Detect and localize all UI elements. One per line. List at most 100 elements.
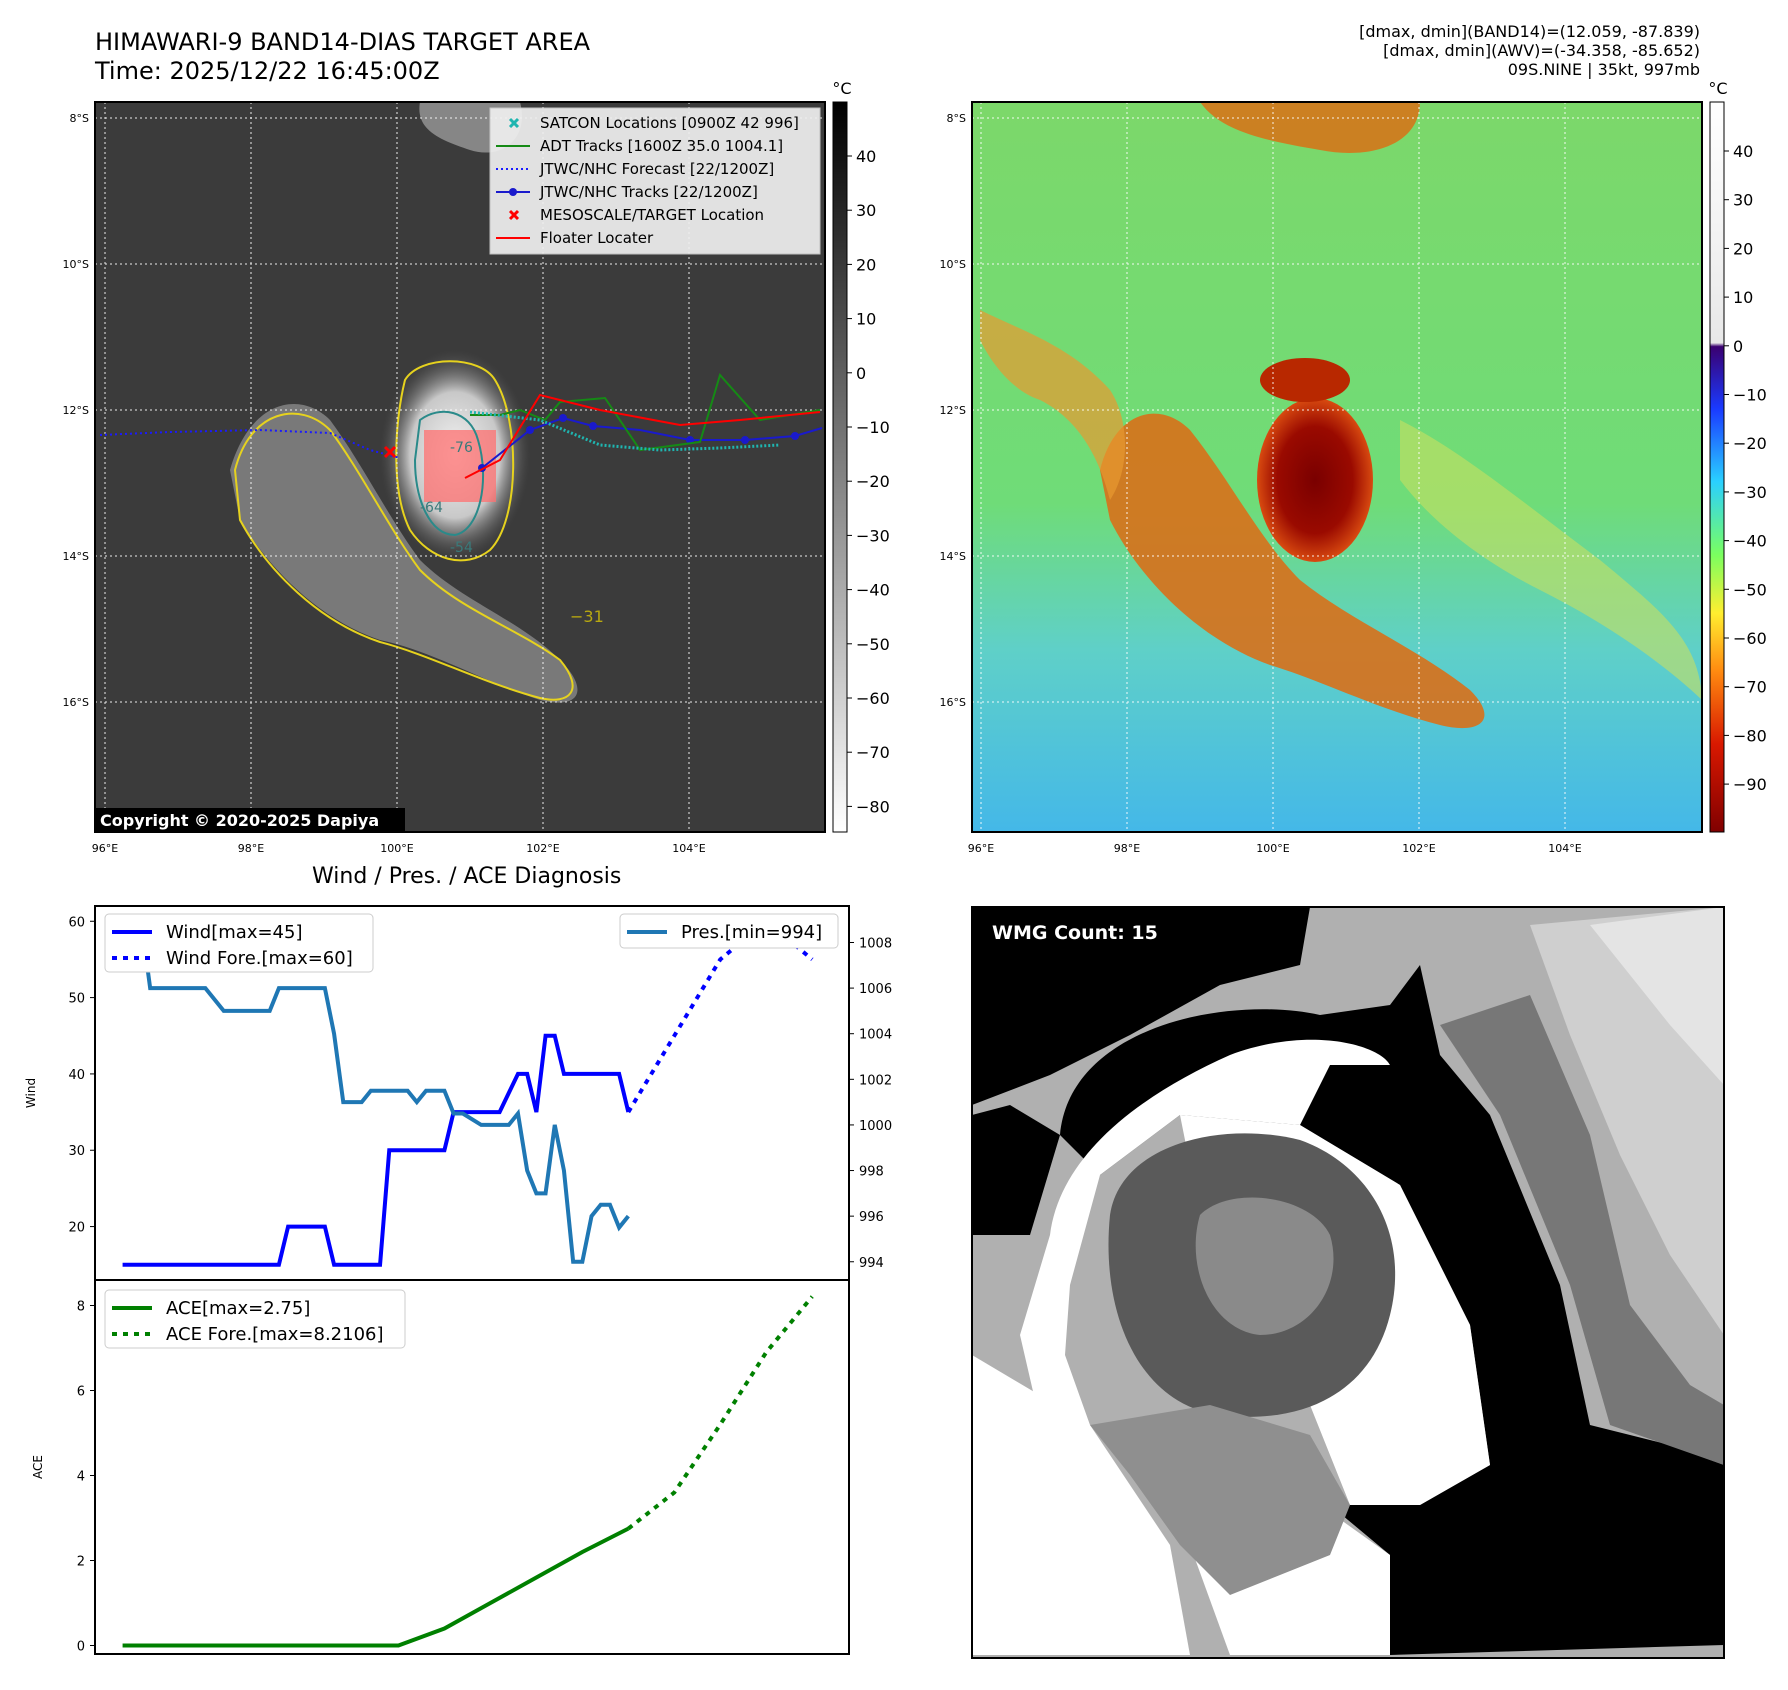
figure-title: HIMAWARI-9 BAND14-DIAS TARGET AREA Time:… (95, 28, 590, 86)
colorbar-tick-label: 10 (1733, 288, 1753, 307)
ir-contour-teal (413, 410, 485, 537)
wmg-white-lower (972, 1355, 1190, 1655)
satcon-points (469, 410, 781, 452)
lat-label: 14°S (940, 550, 966, 563)
lon-label: 104°E (672, 842, 705, 855)
y-tick-label: 4 (77, 1470, 85, 1485)
wmg-white-ring (1020, 1039, 1390, 1465)
lat-labels: 8°S 10°S 12°S 14°S 16°S (63, 112, 89, 709)
colorbar-tick-label: −20 (856, 472, 890, 491)
y-tick-label: 0 (77, 1640, 85, 1655)
lon-label: 98°E (238, 842, 264, 855)
map1-legend: SATCON Locations [0900Z 42 996] ADT Track… (489, 107, 821, 255)
colorbar-tick-label: −80 (856, 797, 890, 816)
colorbar-tick-label: 30 (1733, 191, 1753, 210)
colorbar-tick-label: −30 (1733, 483, 1767, 502)
wmg-panel: WMG Count: 15 (971, 906, 1725, 1659)
legend-label: Pres.[min=994] (681, 922, 822, 943)
y-axis-label: Wind (24, 1078, 38, 1108)
legend-label: Floater Locater (540, 229, 654, 247)
series-line-2 (122, 917, 630, 1264)
y2-tick-label: 996 (859, 1210, 884, 1225)
y-tick-label: 2 (77, 1555, 85, 1570)
colorbar-tick-label: −40 (1733, 532, 1767, 551)
title-line-1: HIMAWARI-9 BAND14-DIAS TARGET AREA (95, 28, 591, 56)
colorbar-tick-label: −90 (1733, 775, 1767, 794)
mesoscale-target-marker (383, 445, 397, 459)
colorbar-tick-label: 10 (856, 310, 876, 329)
series-line-0 (122, 1033, 631, 1267)
lat-label: 12°S (940, 404, 966, 417)
contour-label: -64 (420, 500, 443, 516)
awv-map-panel: 8°S 10°S 12°S 14°S 16°S 96°E 98°E 100°E 102°E 10… (940, 79, 1767, 855)
pressure-legend-box (619, 913, 839, 949)
ir-map-panel: -76 -64 -54 −31 SATCON Locations [0900Z … (63, 79, 890, 855)
wmg-count-label: WMG Count: 15 (992, 922, 1158, 944)
y-tick-label: 8 (77, 1300, 85, 1315)
y2-tick-label: 994 (859, 1256, 884, 1271)
contour-label: −31 (570, 607, 604, 626)
lat-labels: 8°S 10°S 12°S 14°S 16°S (940, 112, 966, 709)
ir-contour-yellow (233, 412, 574, 701)
diagnosis-chart: 605040302010081006100410021000998996994W… (24, 905, 892, 1655)
y-tick-label: 6 (77, 1385, 85, 1400)
lat-label: 16°S (940, 696, 966, 709)
ace-frame (94, 1279, 850, 1655)
lon-label: 98°E (1114, 842, 1140, 855)
jet-colorbar (1709, 101, 1725, 833)
awv-core-top (1260, 358, 1350, 402)
legend-label: ACE[max=2.75] (166, 1298, 310, 1319)
ace-series-line-0 (122, 1526, 630, 1648)
lat-label: 12°S (63, 404, 89, 417)
ace-legend-box (104, 1289, 406, 1349)
meta-line-1: [dmax, dmin](BAND14)=(12.059, -87.839) (1359, 22, 1700, 41)
legend-label: Wind Fore.[max=60] (166, 948, 353, 969)
awv-left-streak (980, 310, 1125, 500)
lat-label: 10°S (63, 258, 89, 271)
wind-legend-box (104, 913, 374, 973)
copyright-text: Copyright © 2020-2025 Dapiya (100, 811, 379, 830)
copyright-box (95, 808, 405, 832)
legend-marker-icon (508, 117, 520, 129)
awv-band (1100, 413, 1485, 729)
series-line-1 (626, 918, 814, 1114)
colorbar-tick-label: −20 (1733, 434, 1767, 453)
meta-line-2: [dmax, dmin](AWV)=(-34.358, -85.652) (1383, 41, 1700, 60)
colorbar-tick-label: 40 (1733, 142, 1753, 161)
colorbar-tick-label: 0 (1733, 337, 1743, 356)
jtwc-best-track (481, 416, 823, 469)
colorbar-unit: °C (832, 79, 851, 98)
legend-label: SATCON Locations [0900Z 42 996] (540, 114, 799, 132)
lon-labels: 96°E 98°E 100°E 102°E 104°E (92, 842, 706, 855)
colorbar-tick-label: 30 (856, 201, 876, 220)
lon-label: 96°E (968, 842, 994, 855)
lon-label: 102°E (526, 842, 559, 855)
meta-info: [dmax, dmin](BAND14)=(12.059, -87.839) [… (1359, 22, 1700, 79)
y2-tick-label: 1002 (859, 1073, 892, 1088)
colorbar-tick-label: −60 (1733, 629, 1767, 648)
colorbar-tick-label: 40 (856, 147, 876, 166)
lon-label: 104°E (1548, 842, 1581, 855)
colorbar-ticks: 40 30 20 10 0 −10 −20 −30 −40 −50 −60 −70 −80 (847, 147, 890, 816)
awv-core (1257, 398, 1373, 562)
diagnosis-title: Wind / Pres. / ACE Diagnosis (312, 864, 622, 889)
colorbar-tick-label: −10 (1733, 386, 1767, 405)
adt-track (470, 372, 821, 452)
legend-dot-icon (509, 188, 517, 196)
meta-line-3: 09S.NINE | 35kt, 997mb (1507, 60, 1700, 79)
wmg-gray-eye (1195, 1197, 1334, 1335)
legend-label: ADT Tracks [1600Z 35.0 1004.1] (540, 137, 783, 155)
awv-dry-top (1200, 102, 1420, 153)
awv-graticule (972, 102, 1702, 832)
wmg-black-ring (1060, 965, 1724, 1655)
y2-tick-label: 998 (859, 1165, 884, 1180)
ir-contour-cdo (395, 360, 515, 562)
colorbar-tick-label: 0 (856, 364, 866, 383)
contour-label: -76 (450, 440, 473, 456)
wmg-black-upper (972, 907, 1310, 1105)
lat-label: 14°S (63, 550, 89, 563)
colorbar-ticks: 40 30 20 10 0 −10 −20 −30 −40 −50 −60 −70 −80 −90 (1724, 142, 1767, 794)
colorbar-unit: °C (1708, 79, 1727, 98)
y2-tick-label: 1008 (859, 936, 892, 951)
wmg-lighter-northeast (1590, 907, 1724, 1085)
